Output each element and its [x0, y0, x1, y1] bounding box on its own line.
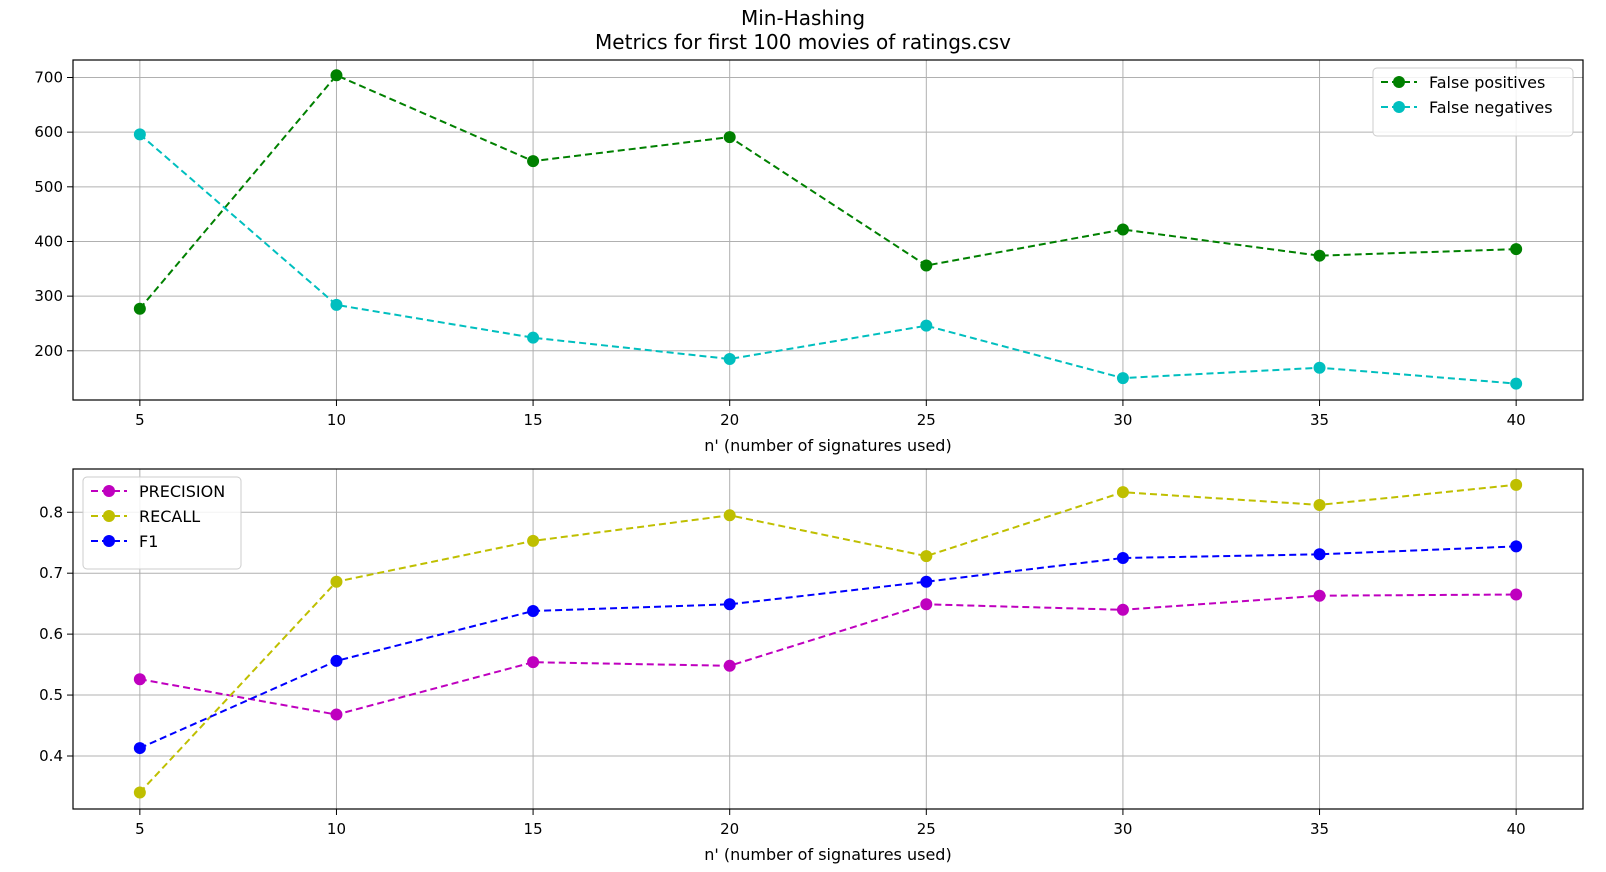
data-point: [1510, 540, 1523, 553]
x-tick-label: 15: [524, 411, 543, 429]
x-tick-label: 20: [720, 820, 739, 838]
x-axis-label: n' (number of signatures used): [704, 436, 951, 455]
data-point: [133, 673, 146, 686]
legend: False positives False negatives: [1372, 67, 1574, 137]
y-tick-label: 300: [34, 287, 63, 305]
legend: PRECISION RECALL F1: [82, 476, 242, 570]
legend-label: RECALL: [139, 507, 200, 526]
x-tick-label: 5: [135, 820, 145, 838]
data-point: [1116, 372, 1129, 385]
x-tick-label: 30: [1113, 820, 1132, 838]
series-line-false-positives: [139, 74, 1517, 310]
data-point: [330, 708, 343, 721]
data-point: [1116, 486, 1129, 499]
data-point: [527, 155, 540, 168]
data-point: [1510, 377, 1523, 390]
x-tick-label: 30: [1113, 411, 1132, 429]
data-point: [133, 128, 146, 141]
data-point: [330, 654, 343, 667]
y-tick-label: 0.6: [39, 625, 63, 643]
figure-subtitle: Metrics for first 100 movies of ratings.…: [595, 30, 1011, 54]
y-tick-label: 600: [34, 123, 63, 141]
data-point: [723, 353, 736, 366]
chart-panel-1: 5 10 15 20 25 30 35 40 200 300 400 500 600 700 n' (num…: [34, 59, 1584, 455]
legend-marker: [103, 535, 115, 547]
data-point: [920, 259, 933, 272]
legend-marker: [103, 485, 115, 497]
legend-box: [1372, 67, 1574, 137]
legend-box: [82, 476, 242, 570]
chart-panel-2: 5 10 15 20 25 30 35 40 0.4 0.5 0.6 0.7 0.8 n' (number…: [39, 468, 1584, 864]
data-point: [330, 575, 343, 588]
legend-marker: [103, 510, 115, 522]
x-tick-label: 25: [917, 411, 936, 429]
data-point: [330, 298, 343, 311]
data-point: [133, 786, 146, 799]
legend-marker: [1393, 76, 1405, 88]
y-tick-label: 0.8: [39, 503, 63, 521]
data-point: [1116, 223, 1129, 236]
series-line-precision: [139, 593, 1517, 716]
y-tick-label: 700: [34, 68, 63, 86]
x-tick-label: 20: [720, 411, 739, 429]
axes-frame: [72, 468, 1584, 810]
x-tick-label: 35: [1310, 820, 1329, 838]
y-tick-label: 200: [34, 342, 63, 360]
data-point: [1313, 498, 1326, 511]
legend-label: PRECISION: [139, 482, 225, 501]
series-line-f1: [139, 545, 1517, 750]
data-point: [1510, 588, 1523, 601]
data-point: [1313, 548, 1326, 561]
data-point: [723, 131, 736, 144]
legend-label: F1: [139, 532, 158, 551]
x-tick-label: 40: [1507, 411, 1526, 429]
legend-label: False negatives: [1429, 98, 1553, 117]
data-point: [133, 302, 146, 315]
data-point: [1510, 478, 1523, 491]
data-point: [920, 575, 933, 588]
data-point: [920, 598, 933, 611]
y-tick-label: 0.4: [39, 747, 63, 765]
y-tick-label: 400: [34, 232, 63, 250]
figure-title: Min-Hashing: [740, 6, 866, 30]
axes-frame: [72, 59, 1584, 401]
series-line-recall: [139, 483, 1517, 794]
x-tick-label: 15: [524, 820, 543, 838]
x-axis-label: n' (number of signatures used): [704, 845, 951, 864]
data-point: [920, 550, 933, 563]
x-tick-label: 25: [917, 820, 936, 838]
x-tick-label: 10: [327, 411, 346, 429]
data-point: [1510, 243, 1523, 256]
data-point: [723, 659, 736, 672]
data-point: [1313, 361, 1326, 374]
data-point: [920, 319, 933, 332]
figure-title-block: Min-Hashing Metrics for first 100 movies…: [0, 6, 1606, 54]
legend-label: False positives: [1429, 73, 1545, 92]
series-line-false-negatives: [139, 133, 1517, 385]
y-tick-label: 0.5: [39, 686, 63, 704]
data-point: [527, 604, 540, 617]
data-point: [1116, 551, 1129, 564]
x-tick-label: 40: [1507, 820, 1526, 838]
data-point: [527, 656, 540, 669]
data-point: [527, 534, 540, 547]
data-point: [723, 509, 736, 522]
x-tick-label: 35: [1310, 411, 1329, 429]
data-point: [1116, 603, 1129, 616]
y-tick-label: 500: [34, 178, 63, 196]
legend-marker: [1393, 101, 1405, 113]
data-point: [330, 69, 343, 82]
data-point: [133, 742, 146, 755]
x-tick-label: 5: [135, 411, 145, 429]
x-tick-label: 10: [327, 820, 346, 838]
data-point: [1313, 589, 1326, 602]
data-point: [527, 331, 540, 344]
y-tick-label: 0.7: [39, 564, 63, 582]
data-point: [1313, 249, 1326, 262]
data-point: [723, 598, 736, 611]
